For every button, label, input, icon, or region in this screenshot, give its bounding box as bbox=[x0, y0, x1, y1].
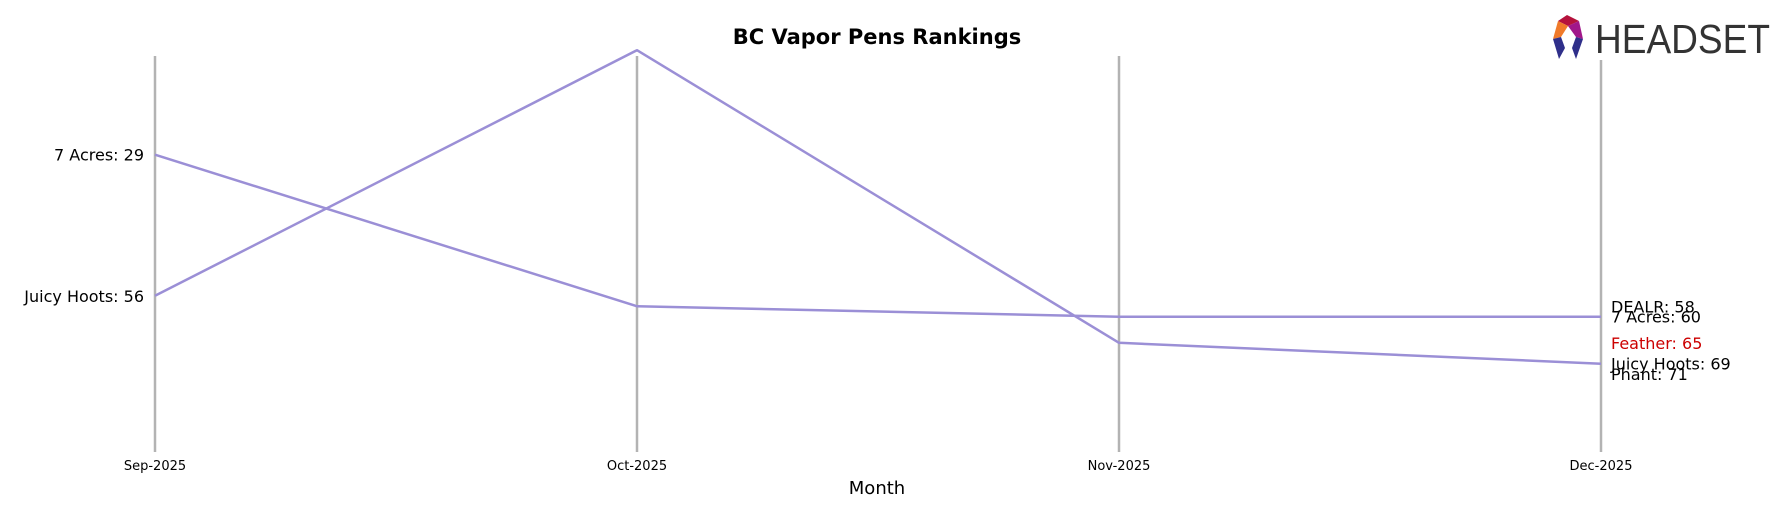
right-rank-labels: DEALR: 587 Acres: 60 Feather: 65 Juicy Hoo… bbox=[1610, 297, 1731, 384]
x-tick-nov-2025: Nov-2025 bbox=[1088, 459, 1151, 474]
series-lines bbox=[154, 48, 1602, 365]
x-tick-labels: Sep-2025 Oct-2025 Nov-2025 Dec-2025 bbox=[124, 459, 1633, 474]
x-axis-label: Month bbox=[849, 478, 905, 499]
headset-hexagon-icon bbox=[1553, 15, 1583, 59]
chart-title: BC Vapor Pens Rankings bbox=[733, 25, 1021, 49]
right-label: Juicy Hoots: 69 bbox=[1610, 355, 1731, 374]
right-label: Feather: 65 bbox=[1611, 334, 1702, 353]
left-label: Juicy Hoots: 56 bbox=[23, 287, 144, 306]
right-label: DEALR: 58 bbox=[1611, 297, 1695, 316]
x-tick-sep-2025: Sep-2025 bbox=[124, 459, 186, 474]
right-label: Phant: 71 bbox=[1611, 365, 1688, 384]
right-label: 7 Acres: 60 bbox=[1611, 308, 1701, 327]
left-label: 7 Acres: 29 bbox=[54, 146, 144, 165]
series-line-7-acres bbox=[154, 153, 1601, 318]
month-gridlines bbox=[153, 56, 1603, 452]
series-line-juicy-hoots bbox=[154, 48, 1602, 365]
headset-logo: HEADSET bbox=[1553, 15, 1770, 62]
x-tick-oct-2025: Oct-2025 bbox=[607, 459, 667, 474]
x-tick-dec-2025: Dec-2025 bbox=[1570, 459, 1633, 474]
logo-text: HEADSET bbox=[1595, 16, 1770, 62]
left-rank-labels: 7 Acres: 29 Juicy Hoots: 56 bbox=[23, 146, 144, 306]
